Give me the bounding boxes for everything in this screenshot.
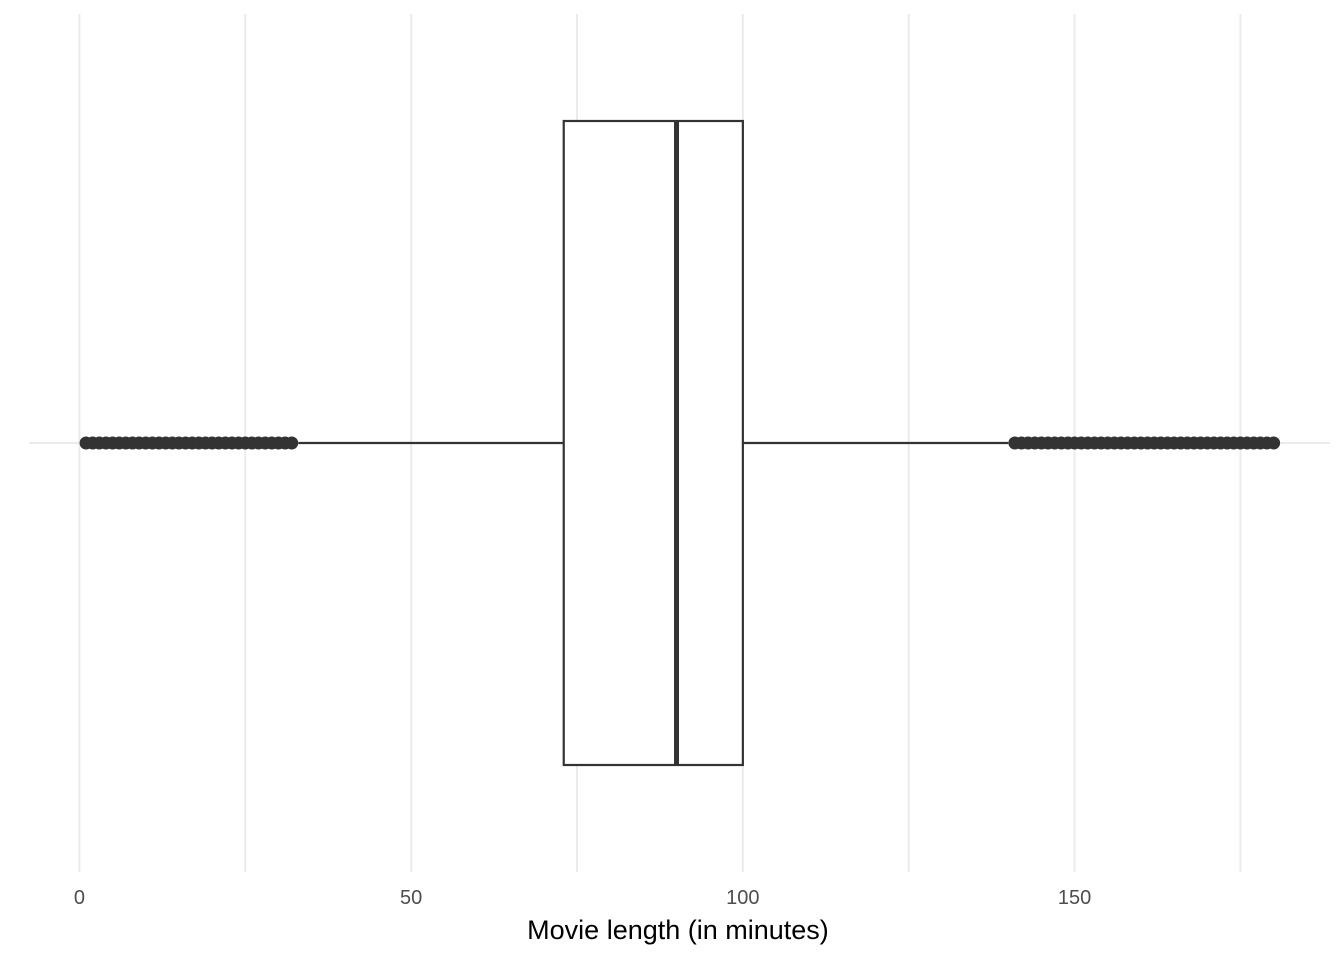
x-tick-label: 50	[400, 887, 422, 909]
x-axis-title: Movie length (in minutes)	[527, 915, 829, 945]
x-tick-label: 0	[74, 887, 85, 909]
iqr-box	[562, 119, 744, 767]
x-tick-label: 150	[1058, 887, 1091, 909]
boxplot	[79, 119, 1281, 767]
x-tick-label: 100	[726, 887, 759, 909]
outlier-point	[1267, 436, 1281, 450]
outlier-point	[285, 436, 299, 450]
x-axis: 0 50 100 150	[74, 887, 1091, 909]
